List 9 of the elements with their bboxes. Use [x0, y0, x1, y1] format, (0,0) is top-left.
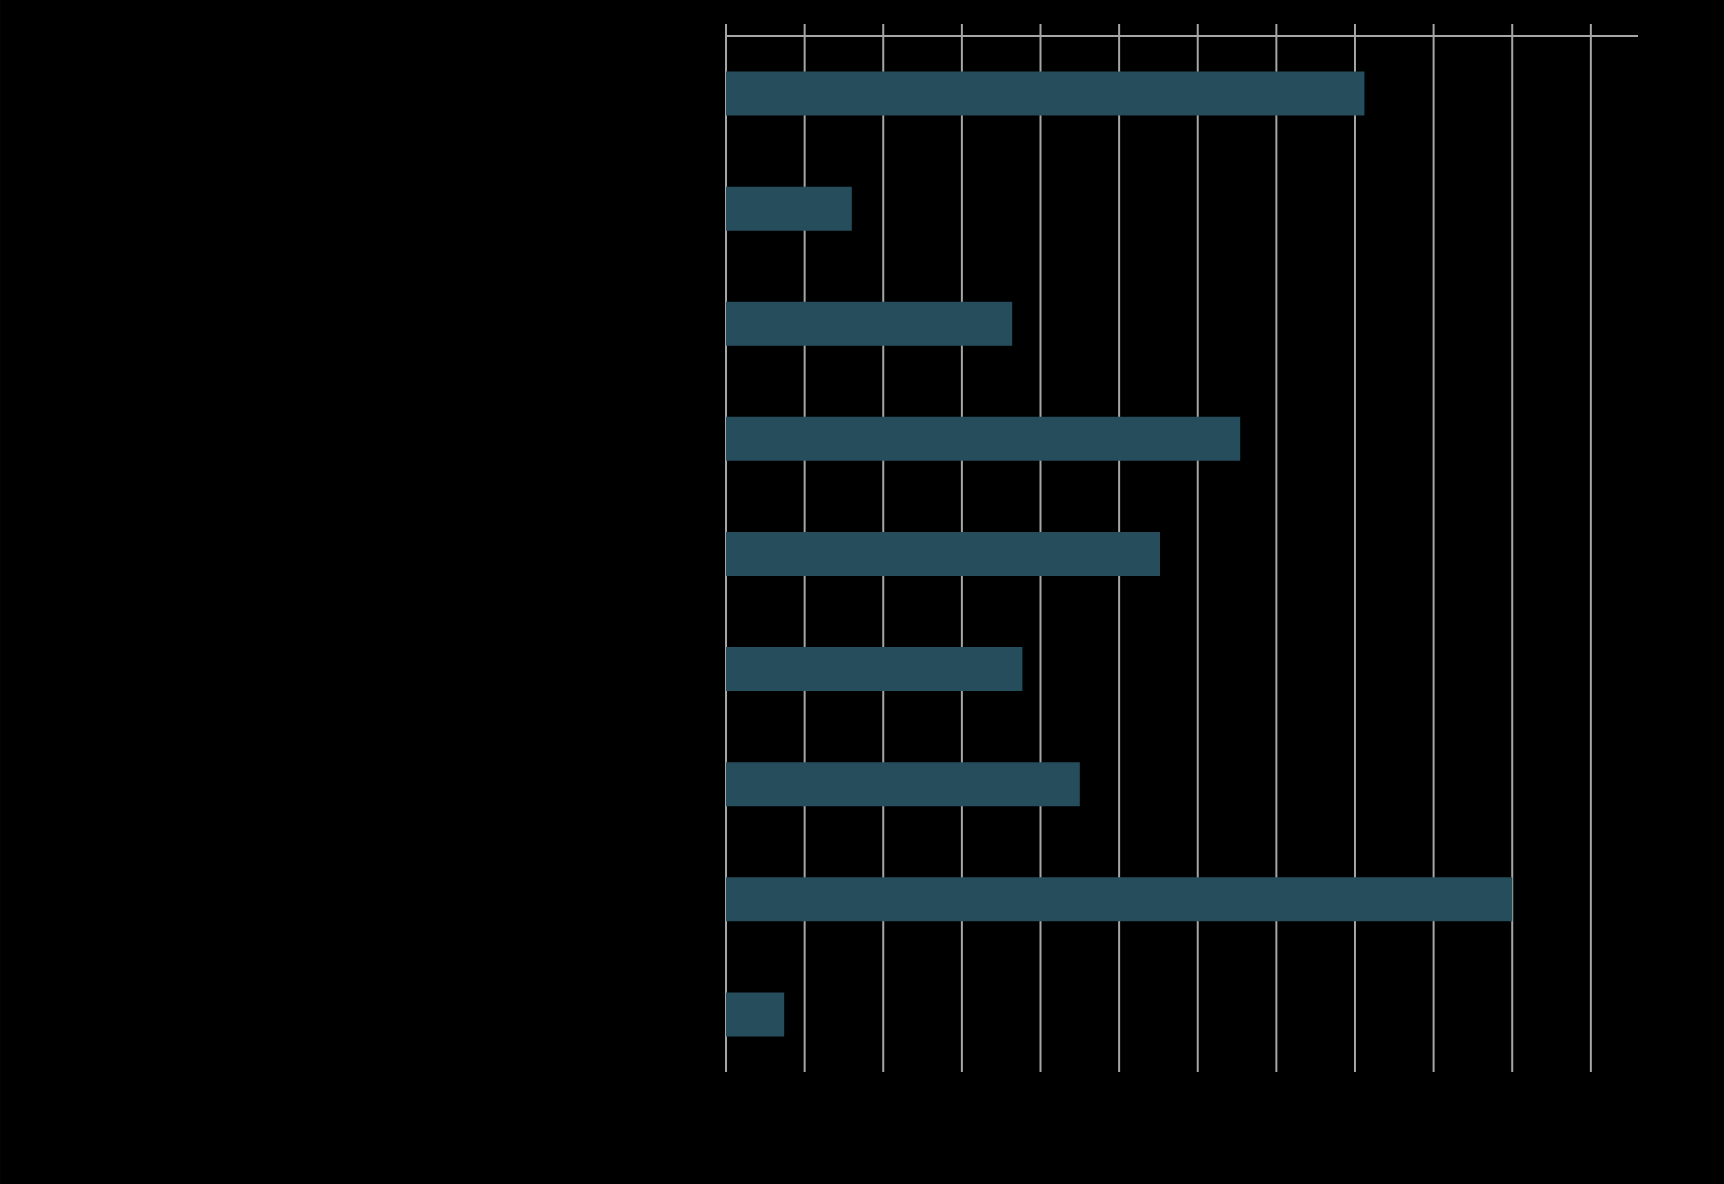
bar: [726, 531, 1161, 576]
bar: [726, 877, 1513, 922]
bar: [726, 647, 1023, 692]
bar: [726, 71, 1365, 116]
bar: [726, 992, 785, 1037]
bar: [726, 301, 1013, 346]
bar: [726, 762, 1080, 807]
bar: [726, 186, 852, 231]
bar: [726, 416, 1241, 461]
